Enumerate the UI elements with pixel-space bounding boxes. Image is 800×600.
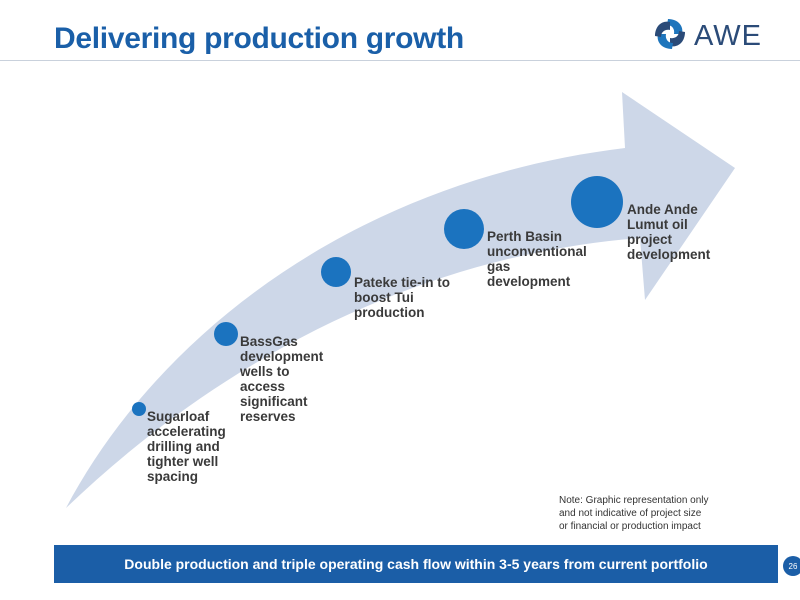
label-line: Sugarloaf (147, 409, 210, 424)
page-number-badge: 26 (783, 556, 800, 576)
awe-logo-icon (655, 19, 685, 49)
label-line: spacing (147, 469, 199, 484)
label-line: reserves (240, 409, 296, 424)
milestone-label-sugarloaf: Sugarloaf accelerating drilling and tigh… (147, 409, 226, 484)
label-line: development (487, 274, 571, 289)
note-line: Note: Graphic representation only (559, 495, 709, 506)
label-line: development (240, 349, 324, 364)
label-line: development (627, 247, 711, 262)
milestone-dot-perth (444, 209, 484, 249)
milestone-label-perth: Perth Basin unconventional gas developme… (487, 229, 587, 289)
disclaimer-note: Note: Graphic representation only and no… (559, 494, 759, 533)
label-line: Perth Basin (487, 229, 563, 244)
logo-text: AWE (694, 20, 762, 52)
label-line: accelerating (147, 424, 226, 439)
label-line: drilling and (147, 439, 220, 454)
label-line: production (354, 305, 425, 320)
label-line: boost Tui (354, 290, 414, 305)
label-line: access (240, 379, 286, 394)
note-line: and not indicative of project size (559, 508, 702, 519)
label-line: Lumut oil (627, 217, 688, 232)
banner-text: Double production and triple operating c… (124, 556, 708, 572)
label-line: wells to (240, 364, 290, 379)
milestone-label-ande: Ande Ande Lumut oil project development (627, 202, 710, 262)
label-line: Ande Ande (627, 202, 698, 217)
milestone-dot-bassgas (214, 322, 238, 346)
milestone-dot-pateke (321, 257, 351, 287)
milestone-label-pateke: Pateke tie-in to boost Tui production (354, 275, 450, 320)
label-line: BassGas (240, 334, 298, 349)
summary-banner: Double production and triple operating c… (54, 545, 778, 583)
milestone-dot-sugarloaf (132, 402, 146, 416)
label-line: gas (487, 259, 511, 274)
title-divider (0, 60, 800, 61)
note-line: or financial or production impact (559, 521, 701, 532)
label-line: tighter well (147, 454, 219, 469)
growth-arrow-shape (66, 92, 735, 508)
slide-title: Delivering production growth (54, 22, 464, 55)
label-line: unconventional (487, 244, 587, 259)
label-line: significant (240, 394, 308, 409)
milestone-label-bassgas: BassGas development wells to access sign… (240, 334, 323, 424)
label-line: project (627, 232, 673, 247)
milestone-dot-ande (571, 176, 623, 228)
label-line: Pateke tie-in to (354, 275, 451, 290)
